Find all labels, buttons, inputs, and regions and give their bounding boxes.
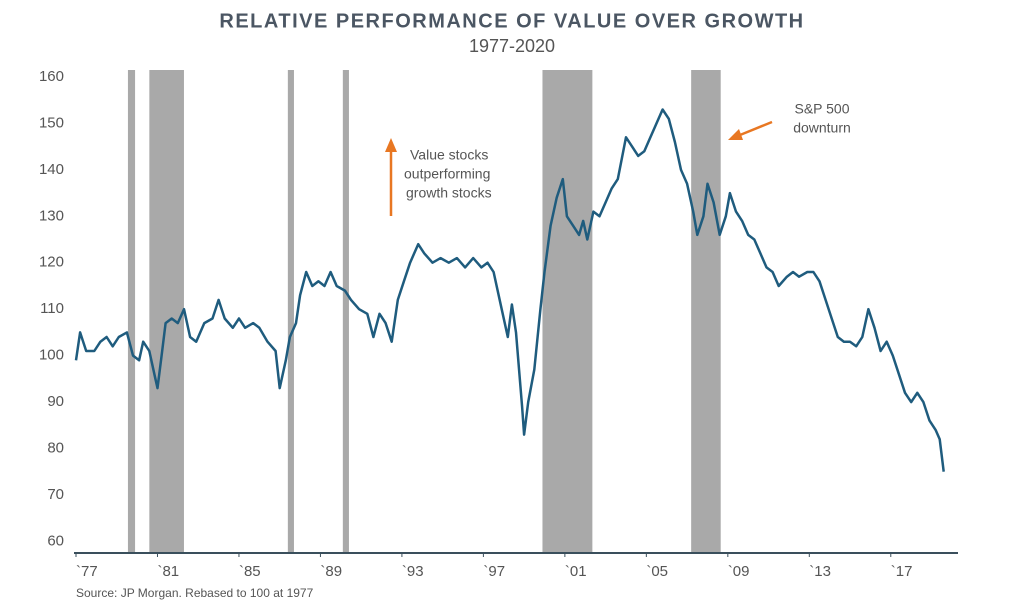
shades — [127, 70, 721, 553]
y-tick-label: 110 — [40, 300, 64, 317]
x-tick-label: `13 — [809, 563, 831, 580]
x-tick-label: `09 — [728, 563, 750, 580]
chart-title: RELATIVE PERFORMANCE OF VALUE OVER GROWT… — [219, 10, 804, 32]
y-tick-label: 120 — [39, 254, 64, 271]
series-line — [74, 108, 945, 472]
x-tick-label: `05 — [646, 563, 668, 580]
x-tick-label: `97 — [483, 563, 505, 580]
y-tick-label: 70 — [47, 486, 64, 503]
annotation: outperforming — [404, 166, 490, 182]
y-tick-label: 150 — [39, 114, 64, 131]
y-tick-label: 90 — [47, 393, 64, 410]
shaded-period — [127, 70, 136, 553]
source-note: Source: JP Morgan. Rebased to 100 at 197… — [76, 586, 314, 600]
y-tick-label: 160 — [39, 68, 64, 85]
annotation: S&P 500 — [794, 101, 849, 117]
chart-subtitle: 1977-2020 — [469, 36, 555, 56]
shaded-period — [287, 70, 294, 553]
x-tick-label: `77 — [76, 563, 98, 580]
y-tick-label: 80 — [47, 439, 64, 456]
x-tick-label: `93 — [402, 563, 424, 580]
arrow-left — [739, 120, 773, 137]
plot — [74, 108, 945, 472]
annotation: downturn — [793, 120, 851, 136]
x-tick-label: `81 — [157, 563, 179, 580]
y-tick-label: 140 — [39, 161, 64, 178]
shaded-period — [149, 70, 184, 553]
x-tick-label: `85 — [239, 563, 261, 580]
y-tick-label: 100 — [39, 347, 64, 364]
arrow-head — [385, 138, 397, 152]
y-tick-label: 60 — [47, 532, 64, 549]
shaded-period — [542, 70, 593, 553]
shaded-period — [691, 70, 721, 553]
y-tick-label: 130 — [39, 207, 64, 224]
arrow-head — [728, 129, 743, 140]
x-tick-label: `01 — [565, 563, 587, 580]
annotation: Value stocks — [410, 147, 488, 163]
shaded-period — [342, 70, 349, 553]
annotation: growth stocks — [406, 185, 492, 201]
x-tick-label: `17 — [891, 563, 913, 580]
x-tick-label: `89 — [320, 563, 342, 580]
